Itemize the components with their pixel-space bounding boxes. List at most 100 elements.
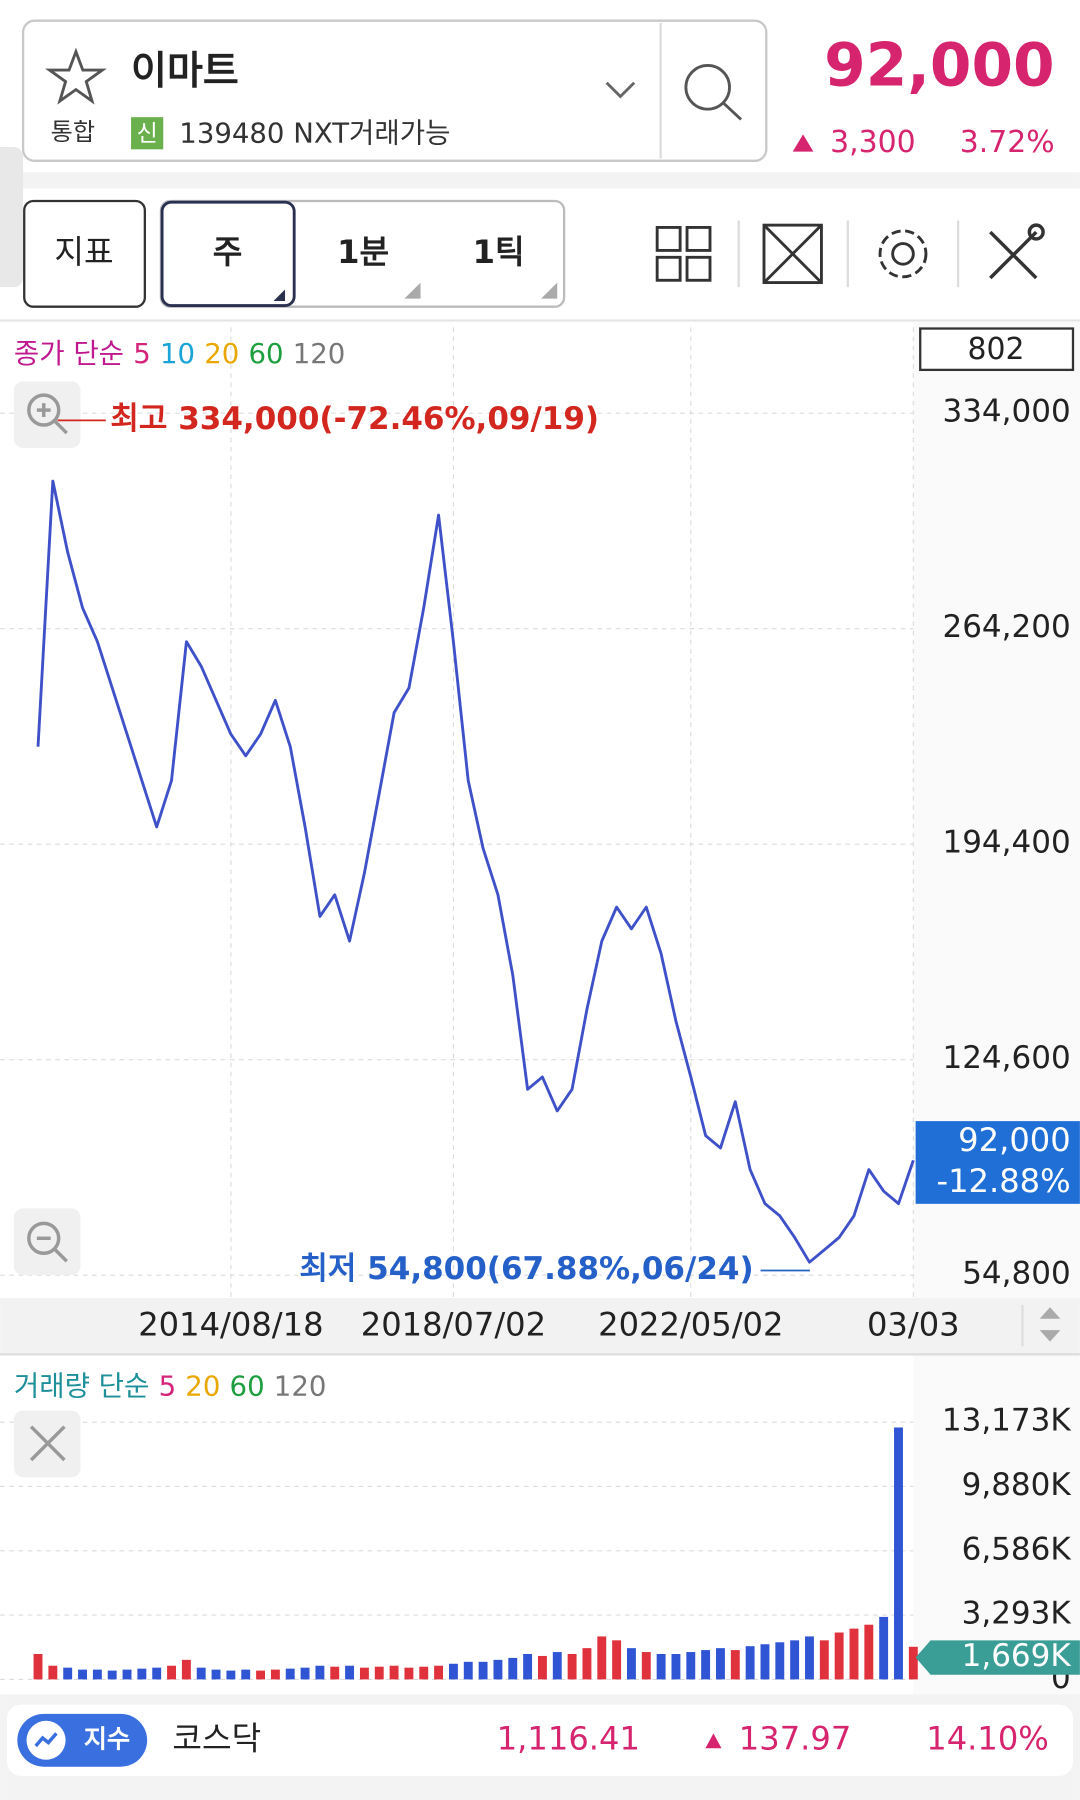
stock-name: 이마트 [131,49,239,94]
layout-icon[interactable] [655,226,712,282]
legend-item: 120 [274,1371,327,1403]
volume-bar [656,1654,666,1680]
volume-bar [211,1669,221,1680]
price-change-percent: 3.72% [960,125,1055,160]
volume-bar [48,1665,58,1680]
volume-bar [167,1665,176,1680]
legend-item: 20 [185,1371,220,1403]
x-tick-label: 2014/08/18 [138,1306,323,1344]
indicator-button[interactable] [23,199,146,308]
legend-item: 60 [248,338,283,370]
index-value: 1,116.41 [497,1719,640,1757]
period-button[interactable]: 1틱 [473,233,525,271]
separator-band [0,172,1080,189]
volume-axis-bg [913,1355,1080,1695]
volume-bar [908,1646,918,1680]
high-annotation: 최고 334,000(-72.46%,09/19) [110,401,599,437]
volume-bar [92,1669,102,1680]
index-change-percent: 14.10% [926,1719,1049,1757]
period-selected[interactable] [160,200,296,307]
scroll-down[interactable] [1039,1330,1061,1342]
legend-item: 5 [133,338,151,370]
price-change: 3,300 [830,125,915,160]
volume-bar [612,1640,622,1680]
up-arrow [705,1733,722,1749]
x-tick-label: 03/03 [867,1306,960,1344]
volume-bar [626,1648,636,1680]
volume-bar [508,1657,518,1680]
dropdown-chevron[interactable] [605,81,636,99]
up-arrow [792,134,814,152]
volume-bar [730,1650,740,1680]
volume-bar [775,1642,785,1680]
zoom-in[interactable] [13,381,81,448]
volume-bar [226,1670,236,1680]
stock-code: 139480 NXT거래가능 [179,117,450,149]
favorite-star[interactable] [45,47,107,105]
volume-bar [493,1659,503,1680]
search-box[interactable] [21,19,768,162]
index-button-label: 지수 [84,1724,130,1753]
volume-bar [419,1666,429,1680]
counter-box [919,327,1075,372]
volume-bar [241,1669,251,1680]
fullscreen-icon[interactable] [762,223,823,285]
y-tick-label: 3,293K [962,1596,1072,1632]
volume-bar [478,1661,488,1680]
current-price-label: 92,000 [958,1121,1071,1159]
period-button[interactable]: 1분 [337,233,389,271]
index-name: 코스닥 [172,1719,261,1757]
volume-bar [181,1659,191,1680]
period-button[interactable]: 주 [213,233,243,271]
tools-icon[interactable] [989,223,1045,280]
volume-bar [552,1652,562,1680]
index-bar[interactable] [7,1704,1073,1776]
volume-bar [537,1655,547,1680]
legend-item: 120 [293,338,346,370]
low-annotation: 최저 54,800(67.88%,06/24) [299,1251,753,1287]
side-tab[interactable] [0,147,24,288]
volume-bar [523,1654,533,1680]
volume-bar [716,1648,725,1680]
volume-bar [78,1669,87,1680]
volume-bar [345,1665,355,1680]
y-tick-label: 334,000 [942,394,1070,430]
volume-bar [790,1640,800,1680]
current-volume-box [915,1640,1080,1675]
y-tick-label: 124,600 [942,1040,1070,1076]
volume-bar [864,1624,874,1680]
volume-bar [597,1636,607,1680]
y-tick-label: 9,880K [962,1467,1072,1503]
close-volume[interactable] [13,1410,81,1478]
scroll-up[interactable] [1039,1307,1061,1319]
settings-icon[interactable] [878,229,928,279]
volume-bar [389,1665,399,1680]
volume-bar [137,1668,147,1680]
y-tick-label: 6,586K [962,1531,1072,1567]
volume-bar [374,1666,384,1680]
volume-bar [270,1669,280,1680]
corner-mark [273,289,285,301]
volume-bar [256,1670,266,1680]
volume-bar [745,1646,755,1680]
volume-bar [834,1632,844,1680]
search-icon[interactable] [684,64,731,111]
volume-bar [152,1667,162,1680]
volume-bar [196,1667,206,1680]
volume-bar [300,1667,310,1680]
volume-bar [33,1654,43,1680]
volume-bar [404,1667,414,1680]
badge-bg [131,117,164,150]
current-price-box [915,1121,1080,1204]
search-icon-handle [722,102,743,121]
index-icon-line [34,1732,58,1748]
current-price: 92,000 [824,32,1054,101]
volume-bar [448,1663,458,1680]
volume-bar [315,1665,325,1680]
legend-title: 거래량 단순 [14,1371,149,1403]
volume-bar [641,1652,651,1680]
volume-bar [849,1628,859,1680]
zoom-out[interactable] [13,1208,81,1276]
